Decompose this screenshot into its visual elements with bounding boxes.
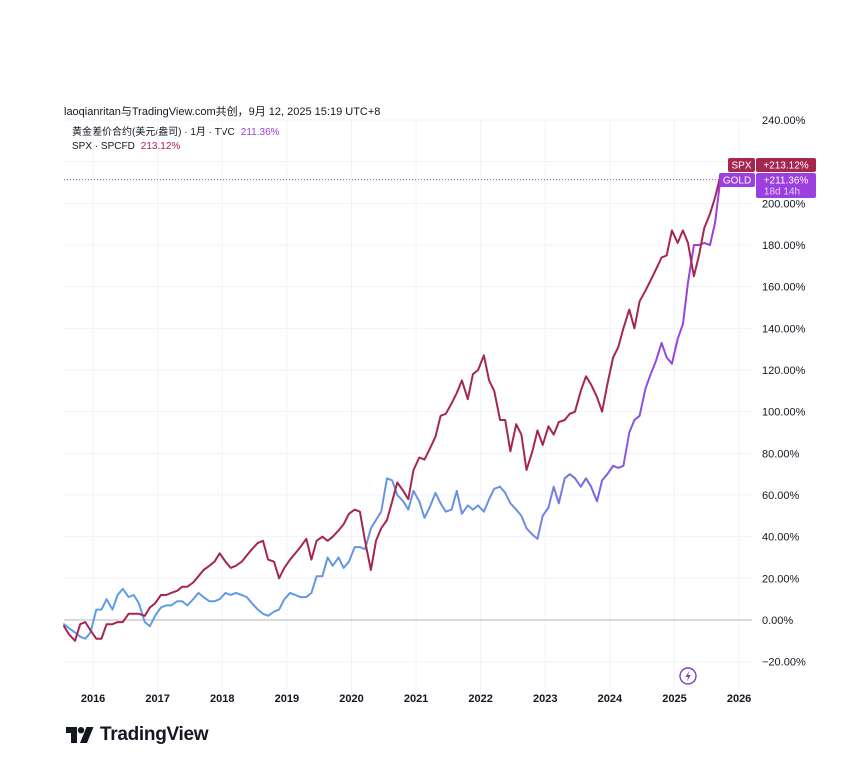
x-tick-label: 2017: [145, 693, 169, 705]
y-tick-label: 80.00%: [762, 448, 800, 460]
spx-price-badge[interactable]: SPX +213.12%: [728, 158, 816, 172]
x-tick-label: 2022: [468, 693, 492, 705]
y-tick-label: 0.00%: [762, 615, 793, 627]
lightning-event-icon[interactable]: [679, 667, 697, 685]
legend-value-gold: 211.36%: [240, 127, 280, 138]
y-tick-label: 240.00%: [762, 115, 806, 127]
series-legend: 黄金差价合约(美元/盎司) · 1月 · TVC 211.36% SPX · SP…: [72, 126, 280, 154]
series-line-gold: [63, 178, 722, 640]
legend-row-spx[interactable]: SPX · SPCFD 213.12%: [72, 140, 280, 154]
y-tick-label: 180.00%: [762, 240, 806, 252]
legend-row-gold[interactable]: 黄金差价合约(美元/盎司) · 1月 · TVC 211.36%: [72, 126, 280, 140]
spx-badge-label: SPX: [731, 161, 751, 172]
x-tick-label: 2023: [533, 693, 557, 705]
y-tick-label: 40.00%: [762, 532, 800, 544]
series-line-spx: [63, 175, 722, 642]
x-tick-label: 2020: [339, 693, 363, 705]
chart-grid: [64, 119, 752, 704]
legend-name-spx: SPX · SPCFD: [72, 141, 135, 152]
tradingview-logo-icon: [66, 727, 94, 743]
tradingview-logo[interactable]: TradingView: [66, 724, 209, 746]
y-tick-label: 160.00%: [762, 282, 806, 294]
y-tick-label: −20.00%: [762, 657, 806, 669]
gold-price-badge[interactable]: GOLD +211.36% 18d 14h: [719, 173, 816, 198]
y-tick-label: 140.00%: [762, 323, 806, 335]
x-tick-label: 2018: [210, 693, 234, 705]
legend-value-spx: 213.12%: [140, 141, 181, 152]
spx-badge-value: +213.12%: [763, 161, 808, 172]
gold-badge-label: GOLD: [723, 176, 751, 187]
x-tick-label: 2016: [81, 693, 105, 705]
y-axis: 240.00% 200.00% 180.00% 160.00% 140.00% 120.0…: [762, 115, 806, 669]
gold-badge-value: +211.36%: [764, 176, 809, 187]
y-tick-label: 200.00%: [762, 198, 806, 210]
x-tick-label: 2019: [275, 693, 299, 705]
brand-name: TradingView: [100, 724, 209, 745]
x-tick-label: 2021: [404, 693, 428, 705]
y-tick-label: 100.00%: [762, 407, 806, 419]
y-tick-label: 120.00%: [762, 365, 806, 377]
attribution-text: laoqianritan与TradingView.com共创，9月 12, 20…: [64, 106, 381, 118]
x-tick-label: 2025: [662, 693, 686, 705]
series-lines: [63, 175, 722, 642]
y-tick-label: 60.00%: [762, 490, 800, 502]
y-tick-label: 20.00%: [762, 573, 800, 585]
x-axis: 2016 2017 2018 2019 2020 2021 2022 2023 2024 2025…: [81, 693, 751, 705]
gold-badge-countdown: 18d 14h: [764, 187, 800, 198]
x-tick-label: 2024: [598, 693, 623, 705]
x-tick-label: 2026: [727, 693, 751, 705]
legend-name-gold: 黄金差价合约(美元/盎司) · 1月 · TVC: [72, 127, 235, 138]
